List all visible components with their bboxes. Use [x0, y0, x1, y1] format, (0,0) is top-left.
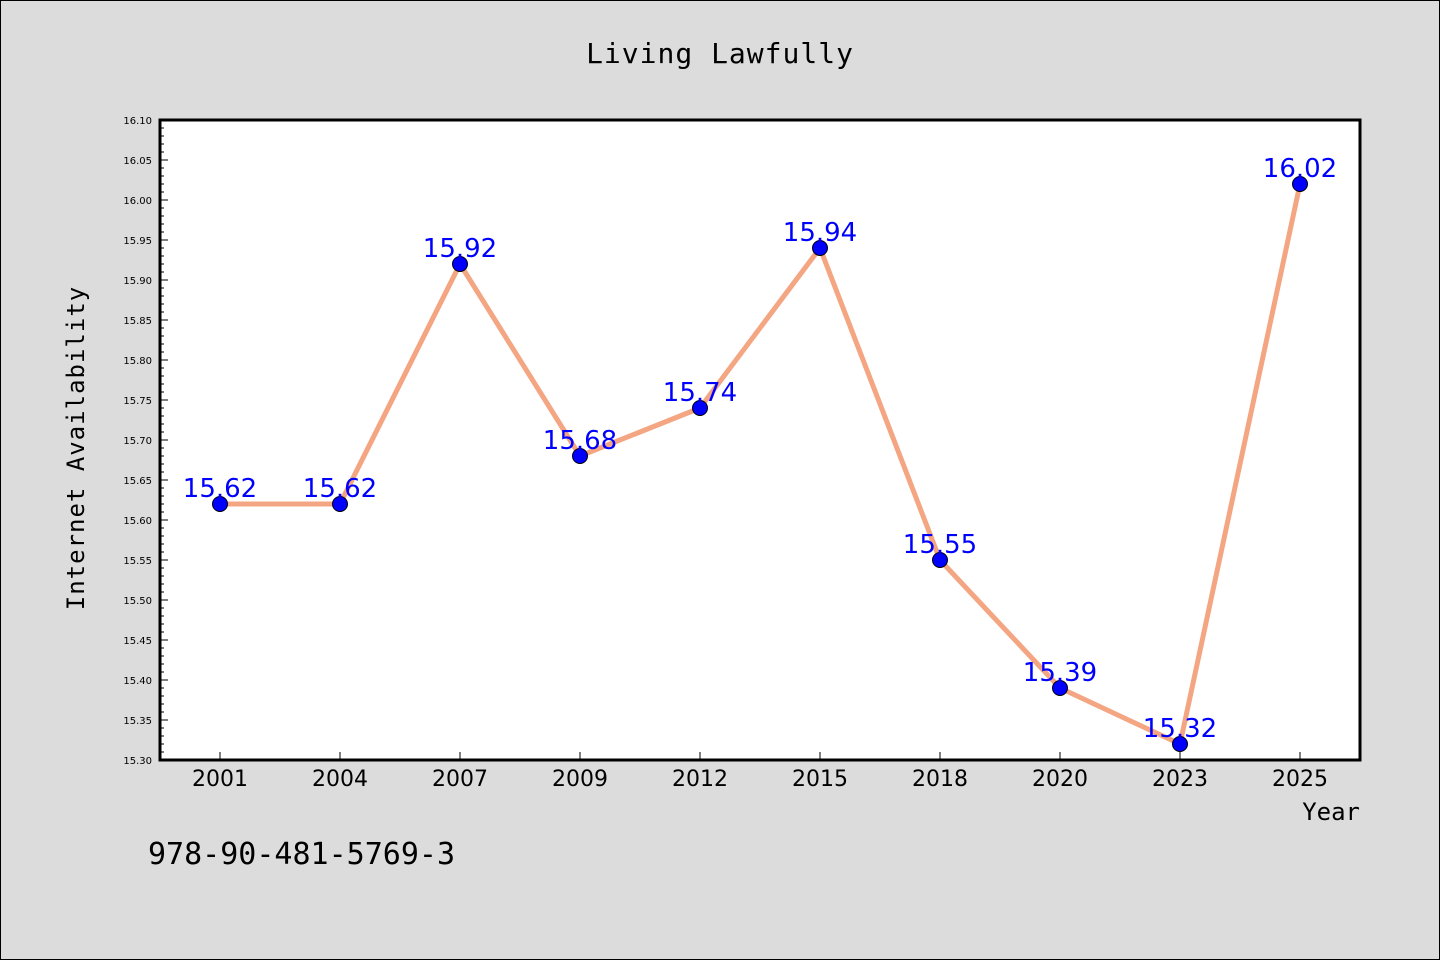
data-labels: 15.62 15.62 15.92 15.68 15.74 15.94 15.55 15.39…: [183, 154, 1337, 744]
y-tick-label: 15.45: [123, 636, 152, 647]
y-axis-ticks: 15.30 15.35 15.40 15.45 15.50 15.55 15.60 15.65…: [123, 116, 168, 767]
data-markers: [212, 176, 1308, 752]
data-label: 15.32: [1143, 714, 1217, 744]
plot-area: [158, 118, 1362, 762]
data-label: 15.39: [1023, 658, 1097, 688]
y-tick-label: 15.65: [123, 476, 152, 487]
data-point: [1172, 736, 1188, 752]
data-point: [692, 400, 708, 416]
y-tick-label: 15.55: [123, 556, 152, 567]
data-point: [1292, 176, 1308, 192]
y-tick-label: 15.75: [123, 396, 152, 407]
x-axis-ticks: 2001 2004 2007 2009 2012 2015 2018 2020 2023 2025: [192, 752, 1328, 792]
data-label: 15.62: [303, 474, 377, 504]
y-tick-label: 15.40: [123, 676, 152, 687]
y-tick-label: 15.35: [123, 716, 152, 727]
x-tick-label: 2023: [1152, 767, 1208, 792]
data-label: 15.55: [903, 530, 977, 560]
x-tick-label: 2025: [1272, 767, 1328, 792]
x-axis-label: Year: [1302, 798, 1360, 826]
data-label: 15.92: [423, 234, 497, 264]
footer-isbn: 978-90-481-5769-3: [148, 837, 455, 872]
x-tick-label: 2009: [552, 767, 608, 792]
data-point: [452, 256, 468, 272]
x-tick-label: 2018: [912, 767, 968, 792]
y-tick-label: 15.85: [123, 316, 152, 327]
data-point: [332, 496, 348, 512]
data-point: [932, 552, 948, 568]
data-label: 16.02: [1263, 154, 1337, 184]
x-tick-label: 2020: [1032, 767, 1088, 792]
y-tick-label: 15.95: [123, 236, 152, 247]
y-tick-label: 15.30: [123, 756, 152, 767]
series-line: [217, 181, 1303, 747]
x-tick-label: 2001: [192, 767, 248, 792]
data-point: [812, 240, 828, 256]
y-tick-label: 15.90: [123, 276, 152, 287]
x-tick-label: 2015: [792, 767, 848, 792]
data-label: 15.62: [183, 474, 257, 504]
y-tick-label: 15.70: [123, 436, 152, 447]
data-point: [572, 448, 588, 464]
y-tick-label: 15.80: [123, 356, 152, 367]
y-tick-label: 15.60: [123, 516, 152, 527]
chart-title: Living Lawfully: [586, 37, 854, 70]
data-point: [1052, 680, 1068, 696]
data-label: 15.68: [543, 426, 617, 456]
data-label: 15.94: [783, 218, 857, 248]
y-tick-label: 16.05: [123, 156, 152, 167]
data-point: [212, 496, 228, 512]
x-tick-label: 2012: [672, 767, 728, 792]
x-tick-label: 2004: [312, 767, 368, 792]
x-tick-label: 2007: [432, 767, 488, 792]
y-tick-label: 15.50: [123, 596, 152, 607]
y-tick-label: 16.10: [123, 116, 152, 127]
data-label: 15.74: [663, 378, 737, 408]
y-axis-label: Internet Availability: [62, 286, 90, 610]
y-tick-label: 16.00: [123, 196, 152, 207]
